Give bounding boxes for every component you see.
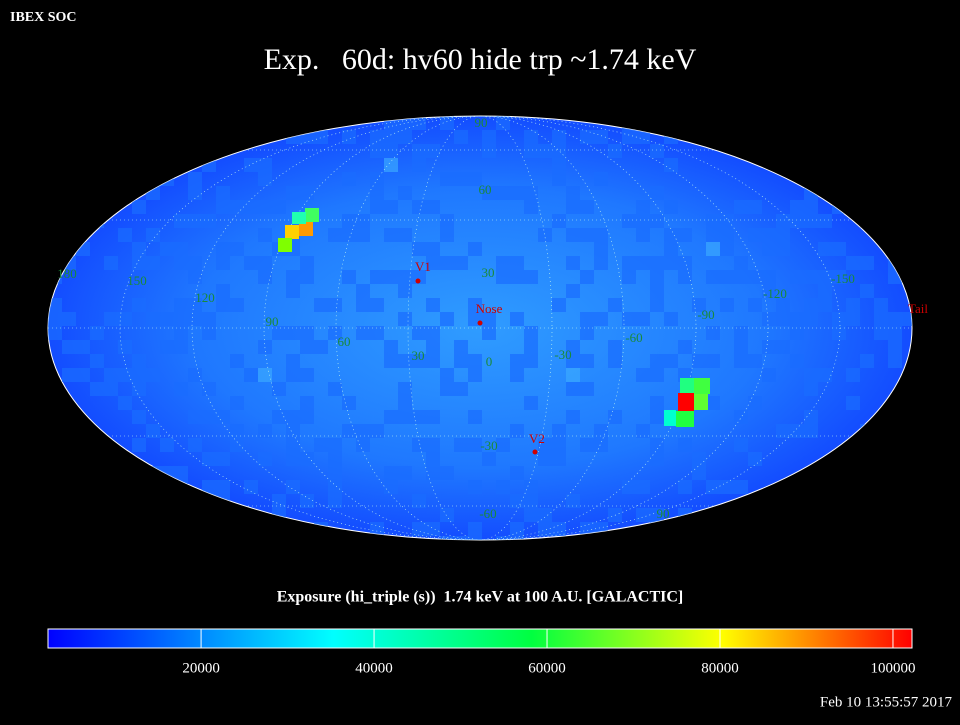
colorbar-tick-label: 80000 <box>701 660 739 676</box>
marker-label: V2 <box>529 431 545 446</box>
colorbar-tick-label: 40000 <box>355 660 393 676</box>
latitude-label: -30 <box>480 438 497 453</box>
sky-map: 180 150 120 90 60 30 0 -30 -60 -90 -120 -150 90 60 30 -… <box>47 115 928 541</box>
marker-label: V1 <box>415 259 431 274</box>
marker-label: Nose <box>476 301 503 316</box>
longitude-label: -120 <box>763 286 787 301</box>
colorbar-tick-label: 60000 <box>528 660 566 676</box>
longitude-label: 180 <box>57 266 77 281</box>
latitude-label: -60 <box>479 506 496 521</box>
colorbar: 20000 40000 60000 80000 100000 <box>47 628 915 676</box>
latitude-label: 90 <box>657 506 670 521</box>
marker-label: Tail <box>908 301 928 316</box>
longitude-label: -30 <box>554 347 571 362</box>
colorbar-label: Exposure (hi_triple (s)) 1.74 keV at 100… <box>277 589 684 606</box>
timestamp: Feb 10 13:55:57 2017 <box>820 694 953 710</box>
longitude-label: 60 <box>338 334 351 349</box>
longitude-label: 90 <box>266 314 279 329</box>
longitude-label: -90 <box>697 307 714 322</box>
latitude-label: 90 <box>475 115 488 130</box>
title: Exp. 60d: hv60 hide trp ~1.74 keV <box>264 43 697 76</box>
colorbar-tick-label: 20000 <box>182 660 220 676</box>
longitude-label: 30 <box>412 348 425 363</box>
longitude-label: -60 <box>625 330 642 345</box>
longitude-label: 150 <box>127 273 147 288</box>
latitude-label: 30 <box>482 265 495 280</box>
longitude-label: 120 <box>195 290 215 305</box>
longitude-label: -150 <box>831 271 855 286</box>
source: IBEX SOC <box>10 10 77 25</box>
latitude-label: 60 <box>479 182 492 197</box>
colorbar-tick-label: 100000 <box>870 660 915 676</box>
longitude-label: 0 <box>486 354 493 369</box>
